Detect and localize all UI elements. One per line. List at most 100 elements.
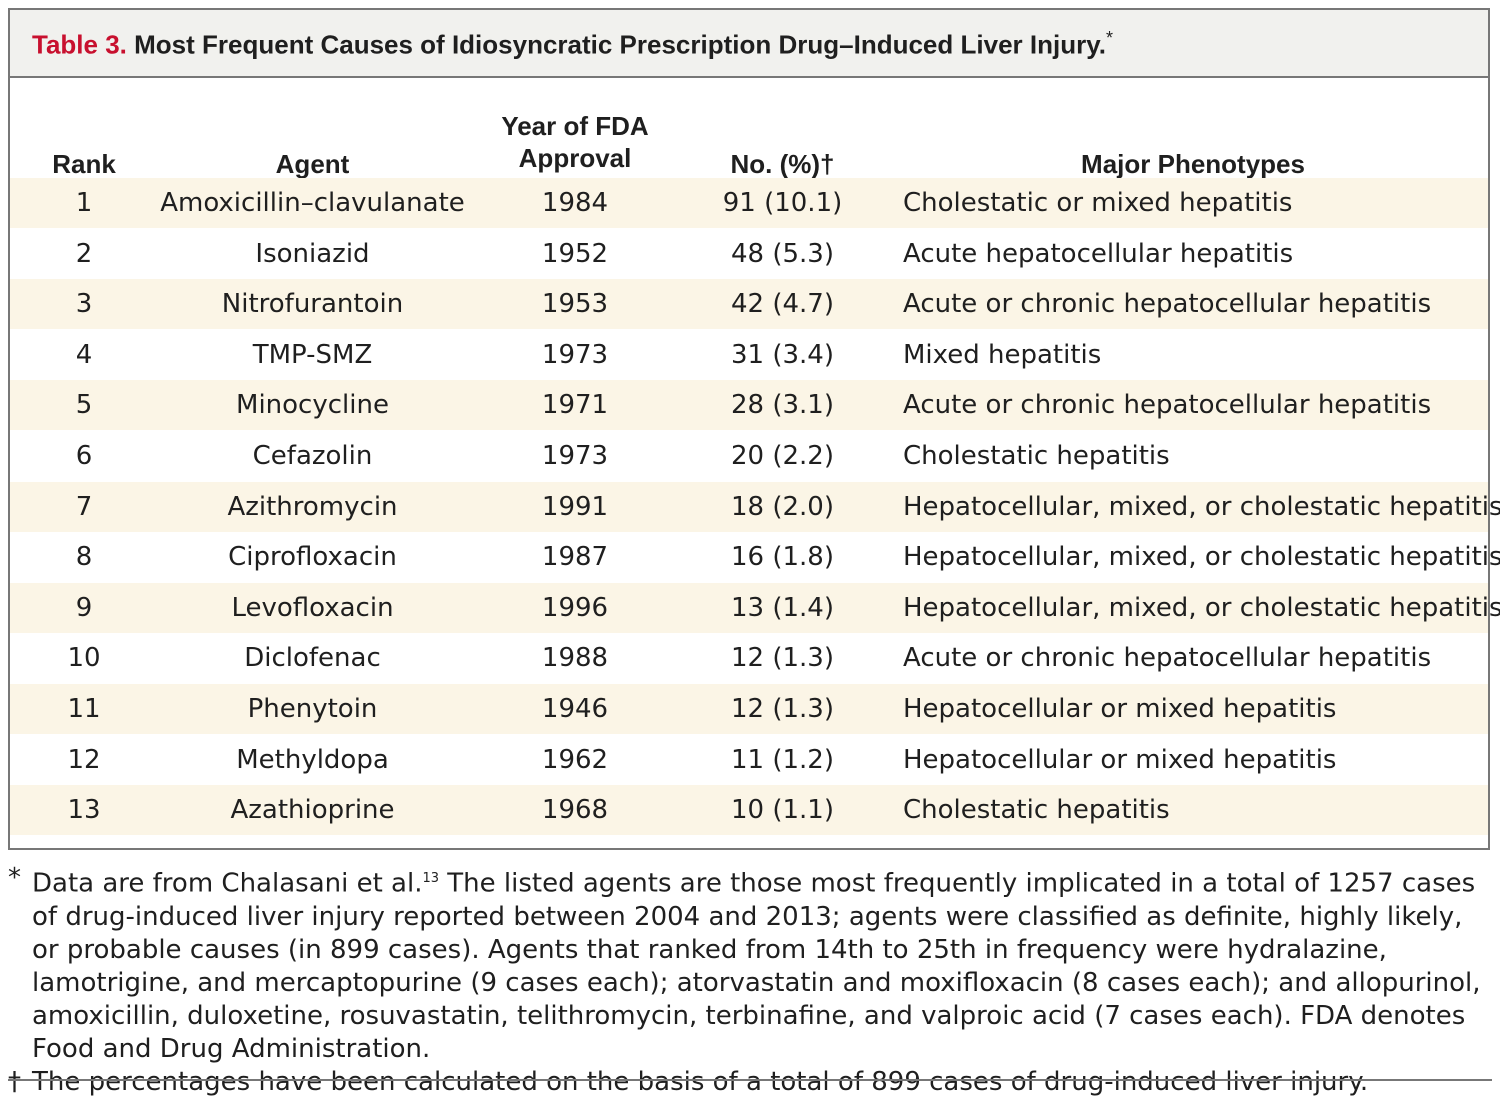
table-row: 8 Ciprofloxacin 1987 16 (1.8) Hepatocellular… [10,532,1500,582]
rank-cell: 2 [75,238,93,269]
footnote-star-lead: Data are from Chalasani et al. [32,868,423,899]
rank-cell: 3 [75,289,93,320]
case-count-cell: 20 (2.2) [731,441,834,471]
case-count-cell: 42 (4.7) [731,289,834,320]
column-header-number: No. (%)† [730,149,835,179]
phenotype-cell: Cholestatic hepatitis [903,441,1170,471]
bottom-rule [8,1079,1492,1081]
rank-cell: 11 [67,694,101,724]
table-row: 5 Minocycline 1971 28 (3.1) Acute or chronic… [10,380,1488,431]
column-header-year: Year of FDA Approval [480,104,670,180]
footnote-star-text: The listed agents are those most frequen… [32,868,1481,1064]
approval-year-cell: 1973 [541,441,609,471]
column-header-year-line2: Approval [518,143,632,173]
agent-cell: Levofloxacin [231,592,394,623]
phenotype-cell: Hepatocellular or mixed hepatitis [903,744,1337,775]
approval-year-cell: 1996 [541,592,609,623]
footnote-star-mark: * [8,863,21,893]
agent-cell: Diclofenac [244,643,381,674]
agent-cell: TMP-SMZ [252,339,373,370]
case-count-cell: 31 (3.4) [731,339,834,370]
footnote-dagger-mark: † [8,1066,21,1097]
table-row: 4 TMP-SMZ 1973 31 (3.4) Mixed hepatitis [10,330,1488,380]
footnote-reference: 13 [422,871,440,886]
phenotype-cell: Hepatocellular or mixed hepatitis [903,694,1337,724]
approval-year-cell: 1984 [541,188,609,218]
footnote-dagger-text: The percentages have been calculated on … [32,1066,1369,1097]
table-row: 10 Diclofenac 1988 12 (1.3) Acute or chronic… [10,633,1488,683]
footnote-star: * Data are from Chalasani et al.13 The l… [8,862,1492,1066]
rank-cell: 10 [67,643,101,674]
rank-cell: 8 [75,542,93,573]
rank-cell: 9 [75,592,93,623]
table-row: 6 Cefazolin 1973 20 (2.2) Cholestatic hepati… [10,431,1488,481]
case-count-cell: 48 (5.3) [731,238,834,269]
phenotype-cell: Acute hepatocellular hepatitis [903,238,1294,269]
approval-year-cell: 1973 [541,339,609,370]
footnotes: * Data are from Chalasani et al.13 The l… [8,862,1492,1099]
approval-year-cell: 1971 [541,390,609,421]
column-header-phenotypes: Major Phenotypes [1081,149,1305,179]
case-count-cell: 12 (1.3) [731,694,834,724]
table-row: 1 Amoxicillin–clavulanate 1984 91 (10.1) Cho… [10,178,1488,228]
rank-cell: 12 [67,744,101,775]
table-row: 3 Nitrofurantoin 1953 42 (4.7) Acute or chro… [10,279,1488,330]
table-title: Table 3. Most Frequent Causes of Idiosyn… [32,28,1113,61]
phenotype-cell: Cholestatic hepatitis [903,795,1170,826]
agent-cell: Cefazolin [252,441,373,471]
table-row: 7 Azithromycin 1991 18 (2.0) Hepatocellular,… [10,481,1500,532]
agent-cell: Azithromycin [227,491,398,522]
phenotype-cell: Cholestatic or mixed hepatitis [903,188,1293,218]
phenotype-cell: Hepatocellular, mixed, or cholestatic he… [903,491,1500,522]
approval-year-cell: 1991 [541,491,609,522]
agent-cell: Phenytoin [247,694,378,724]
approval-year-cell: 1953 [541,289,609,320]
table-row: 13 Azathioprine 1968 10 (1.1) Cholestatic he… [10,785,1488,836]
case-count-cell: 16 (1.8) [731,542,834,573]
table-title-bar: Table 3. Most Frequent Causes of Idiosyn… [10,10,1488,78]
agent-cell: Ciprofloxacin [228,542,397,573]
agent-cell: Methyldopa [236,744,389,775]
case-count-cell: 91 (10.1) [722,188,843,218]
phenotype-cell: Acute or chronic hepatocellular hepatiti… [903,289,1432,320]
case-count-cell: 12 (1.3) [731,643,834,674]
case-count-cell: 10 (1.1) [731,795,834,826]
approval-year-cell: 1968 [541,795,609,826]
agent-cell: Minocycline [236,390,389,421]
case-count-cell: 11 (1.2) [731,744,834,775]
table-row: 9 Levofloxacin 1996 13 (1.4) Hepatocellular,… [10,582,1500,633]
table-frame: Table 3. Most Frequent Causes of Idiosyn… [8,8,1500,850]
title-footnote-mark: * [1105,28,1113,48]
case-count-cell: 18 (2.0) [731,491,834,522]
case-count-cell: 28 (3.1) [731,390,834,421]
approval-year-cell: 1962 [541,744,609,775]
rank-cell: 6 [75,441,93,471]
approval-year-cell: 1946 [541,694,609,724]
phenotype-cell: Mixed hepatitis [903,339,1102,370]
column-header-rank: Rank [52,149,116,179]
table-title-text: Most Frequent Causes of Idiosyncratic Pr… [134,29,1106,60]
rank-cell: 4 [75,339,93,370]
case-count-cell: 13 (1.4) [731,592,834,623]
column-header-year-line1: Year of FDA [501,111,649,141]
phenotype-cell: Hepatocellular, mixed, or cholestatic he… [903,592,1500,623]
table-label: Table 3. [32,29,127,60]
footnote-dagger: † The percentages have been calculated o… [8,1066,1492,1099]
rank-cell: 13 [67,795,101,826]
rank-cell: 7 [75,491,93,522]
rank-cell: 5 [75,390,93,421]
agent-cell: Nitrofurantoin [221,289,404,320]
table-row: 11 Phenytoin 1946 12 (1.3) Hepatocellular or… [10,684,1488,734]
approval-year-cell: 1987 [541,542,609,573]
table-row: 12 Methyldopa 1962 11 (1.2) Hepatocellular o… [10,735,1488,785]
column-header-agent: Agent [275,149,350,179]
phenotype-cell: Acute or chronic hepatocellular hepatiti… [903,390,1432,421]
rank-cell: 1 [75,188,93,218]
agent-cell: Azathioprine [230,795,395,826]
phenotype-cell: Hepatocellular, mixed, or cholestatic he… [903,542,1500,573]
agent-cell: Amoxicillin–clavulanate [160,188,465,218]
approval-year-cell: 1952 [541,238,609,269]
agent-cell: Isoniazid [255,238,370,269]
approval-year-cell: 1988 [541,643,609,674]
table-row: 2 Isoniazid 1952 48 (5.3) Acute hepatocellul… [10,229,1488,279]
